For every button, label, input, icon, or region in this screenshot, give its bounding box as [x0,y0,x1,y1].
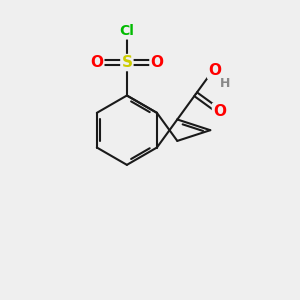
Text: Cl: Cl [119,24,134,38]
Text: O: O [151,55,164,70]
Text: H: H [220,77,231,90]
Text: O: O [90,55,103,70]
Text: S: S [122,55,132,70]
Text: O: O [208,63,221,78]
Text: O: O [213,104,226,119]
